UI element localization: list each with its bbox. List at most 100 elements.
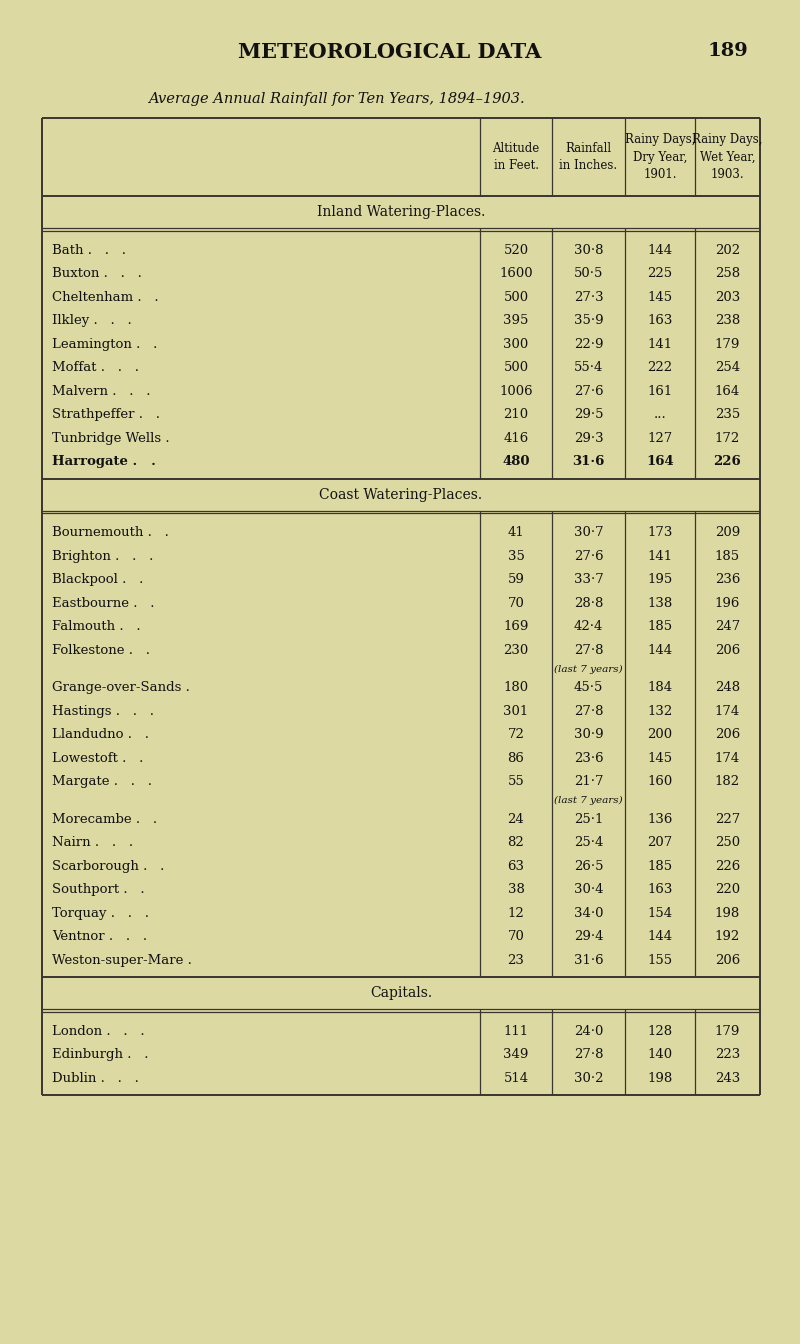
Text: 30·7: 30·7 — [574, 527, 603, 539]
Text: Capitals.: Capitals. — [370, 986, 432, 1000]
Text: Bournemouth .   .: Bournemouth . . — [52, 527, 169, 539]
Text: 160: 160 — [647, 775, 673, 788]
Text: 50·5: 50·5 — [574, 267, 603, 281]
Text: 33·7: 33·7 — [574, 574, 603, 586]
Text: 189: 189 — [707, 42, 748, 60]
Text: Eastbourne .   .: Eastbourne . . — [52, 597, 154, 610]
Text: Brighton .   .   .: Brighton . . . — [52, 550, 154, 563]
Text: 195: 195 — [647, 574, 673, 586]
Text: 225: 225 — [647, 267, 673, 281]
Text: 174: 174 — [715, 751, 740, 765]
Text: 27·6: 27·6 — [574, 550, 603, 563]
Text: 300: 300 — [503, 337, 529, 351]
Text: 144: 144 — [647, 644, 673, 657]
Text: 220: 220 — [715, 883, 740, 896]
Text: 182: 182 — [715, 775, 740, 788]
Text: 230: 230 — [503, 644, 529, 657]
Text: ...: ... — [654, 409, 666, 421]
Text: 127: 127 — [647, 431, 673, 445]
Text: 86: 86 — [507, 751, 525, 765]
Text: 35·9: 35·9 — [574, 314, 603, 327]
Text: 31·6: 31·6 — [572, 456, 605, 468]
Text: Llandudno .   .: Llandudno . . — [52, 728, 149, 742]
Text: 169: 169 — [503, 620, 529, 633]
Text: 349: 349 — [503, 1048, 529, 1062]
Text: 235: 235 — [715, 409, 740, 421]
Text: 59: 59 — [507, 574, 525, 586]
Text: 82: 82 — [508, 836, 524, 849]
Text: 226: 226 — [715, 860, 740, 872]
Text: Buxton .   .   .: Buxton . . . — [52, 267, 142, 281]
Text: Altitude
in Feet.: Altitude in Feet. — [492, 142, 540, 172]
Text: 12: 12 — [508, 907, 524, 919]
Text: Dublin .   .   .: Dublin . . . — [52, 1071, 139, 1085]
Text: 27·8: 27·8 — [574, 644, 603, 657]
Text: 164: 164 — [646, 456, 674, 468]
Text: London .   .   .: London . . . — [52, 1024, 145, 1038]
Text: Ventnor .   .   .: Ventnor . . . — [52, 930, 147, 943]
Text: 185: 185 — [647, 860, 673, 872]
Text: 250: 250 — [715, 836, 740, 849]
Text: 243: 243 — [715, 1071, 740, 1085]
Text: 145: 145 — [647, 751, 673, 765]
Text: Scarborough .   .: Scarborough . . — [52, 860, 164, 872]
Text: 184: 184 — [647, 681, 673, 695]
Text: 29·3: 29·3 — [574, 431, 603, 445]
Text: 21·7: 21·7 — [574, 775, 603, 788]
Text: Leamington .   .: Leamington . . — [52, 337, 158, 351]
Text: 144: 144 — [647, 930, 673, 943]
Text: 223: 223 — [715, 1048, 740, 1062]
Text: 164: 164 — [715, 384, 740, 398]
Text: 185: 185 — [647, 620, 673, 633]
Text: 180: 180 — [503, 681, 529, 695]
Text: Weston-super-Mare .: Weston-super-Mare . — [52, 954, 192, 966]
Text: 63: 63 — [507, 860, 525, 872]
Text: 141: 141 — [647, 550, 673, 563]
Text: (last 7 years): (last 7 years) — [554, 796, 623, 805]
Text: METEOROLOGICAL DATA: METEOROLOGICAL DATA — [238, 42, 542, 62]
Text: Tunbridge Wells .: Tunbridge Wells . — [52, 431, 170, 445]
Text: Malvern .   .   .: Malvern . . . — [52, 384, 150, 398]
Text: 163: 163 — [647, 314, 673, 327]
Text: 395: 395 — [503, 314, 529, 327]
Text: 24: 24 — [508, 813, 524, 825]
Text: 173: 173 — [647, 527, 673, 539]
Text: 41: 41 — [508, 527, 524, 539]
Text: 179: 179 — [715, 337, 740, 351]
Text: 1600: 1600 — [499, 267, 533, 281]
Text: 70: 70 — [507, 930, 525, 943]
Text: 141: 141 — [647, 337, 673, 351]
Text: 500: 500 — [503, 362, 529, 374]
Text: 31·6: 31·6 — [574, 954, 603, 966]
Text: 161: 161 — [647, 384, 673, 398]
Text: Margate .   .   .: Margate . . . — [52, 775, 152, 788]
Text: 520: 520 — [503, 243, 529, 257]
Text: 26·5: 26·5 — [574, 860, 603, 872]
Text: 70: 70 — [507, 597, 525, 610]
Text: 38: 38 — [507, 883, 525, 896]
Text: 174: 174 — [715, 704, 740, 718]
Text: 25·4: 25·4 — [574, 836, 603, 849]
Text: 238: 238 — [715, 314, 740, 327]
Text: 247: 247 — [715, 620, 740, 633]
Text: 254: 254 — [715, 362, 740, 374]
Text: 226: 226 — [714, 456, 742, 468]
Text: 23·6: 23·6 — [574, 751, 603, 765]
Text: (last 7 years): (last 7 years) — [554, 664, 623, 673]
Text: 222: 222 — [647, 362, 673, 374]
Text: Lowestoft .   .: Lowestoft . . — [52, 751, 143, 765]
Text: Bath .   .   .: Bath . . . — [52, 243, 126, 257]
Text: 27·8: 27·8 — [574, 1048, 603, 1062]
Text: 27·6: 27·6 — [574, 384, 603, 398]
Text: 248: 248 — [715, 681, 740, 695]
Text: 138: 138 — [647, 597, 673, 610]
Text: Southport .   .: Southport . . — [52, 883, 145, 896]
Text: 30·4: 30·4 — [574, 883, 603, 896]
Text: Edinburgh .   .: Edinburgh . . — [52, 1048, 149, 1062]
Text: 128: 128 — [647, 1024, 673, 1038]
Text: 200: 200 — [647, 728, 673, 742]
Text: 500: 500 — [503, 290, 529, 304]
Text: Ilkley .   .   .: Ilkley . . . — [52, 314, 132, 327]
Text: Blackpool .   .: Blackpool . . — [52, 574, 143, 586]
Text: 198: 198 — [647, 1071, 673, 1085]
